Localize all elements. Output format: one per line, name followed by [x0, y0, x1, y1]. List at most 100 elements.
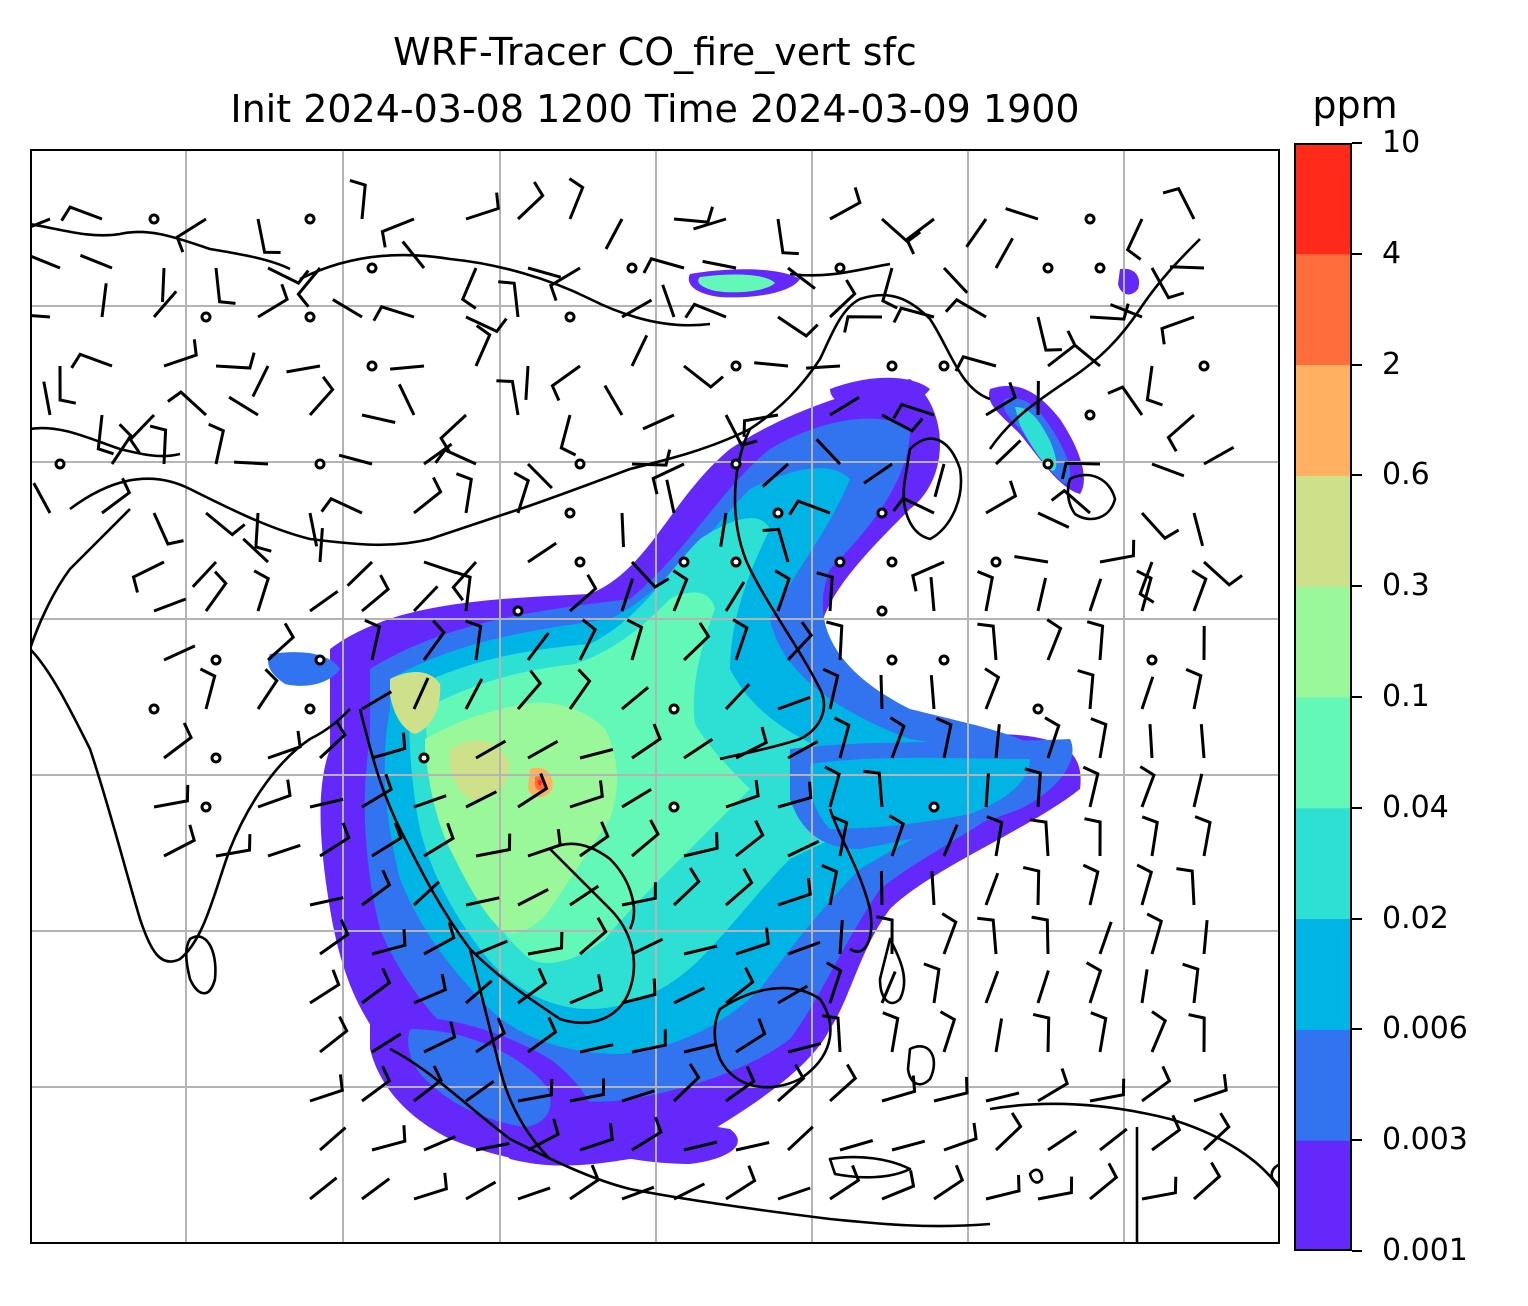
wind-barb [621, 686, 650, 711]
wind-barb [513, 471, 530, 514]
wind-barb [1029, 818, 1050, 857]
wind-barb [984, 970, 1000, 1004]
colorbar-tick [1352, 363, 1362, 366]
wind-barb [954, 355, 997, 372]
wind-barb [475, 1142, 510, 1152]
wind-barb [1088, 578, 1103, 612]
wind-barb [876, 915, 894, 955]
wind-barb [58, 365, 77, 405]
wind-barb [579, 1043, 614, 1054]
wind-barb [787, 1042, 822, 1054]
wind-barb [1036, 316, 1062, 352]
wind-barb [881, 267, 898, 310]
wind-barb [412, 880, 440, 907]
calm-wind-marker [626, 262, 638, 274]
wind-barb [228, 395, 259, 417]
wind-barb [423, 560, 457, 575]
calm-wind-marker [886, 556, 898, 568]
wind-barb [412, 677, 430, 710]
wind-barb [621, 1089, 655, 1103]
wind-barb [815, 438, 842, 466]
wind-barb [568, 177, 585, 220]
wind-barb [30, 254, 61, 270]
wind-barb [110, 423, 133, 465]
wind-barb [527, 931, 564, 956]
wind-barb [824, 765, 841, 808]
wind-barb [256, 668, 279, 710]
wind-barb [986, 815, 1004, 857]
wind-barb [985, 381, 1017, 417]
wind-barb [776, 218, 799, 256]
wind-barb [682, 621, 711, 662]
wind-barb [267, 266, 310, 285]
wind-barb [1191, 569, 1208, 612]
calm-wind-marker [54, 458, 66, 470]
wind-barb [434, 448, 477, 466]
wind-barb [1194, 815, 1212, 857]
calm-wind-marker [886, 654, 898, 666]
calm-wind-marker [512, 605, 524, 617]
wind-barb [318, 720, 347, 760]
wind-barb [338, 453, 373, 466]
wind-barb [1141, 1065, 1172, 1103]
wind-barb [361, 690, 393, 711]
wind-barb [976, 570, 995, 612]
wind-barb [60, 205, 103, 222]
wind-barb [308, 375, 335, 416]
wind-barb [881, 1170, 916, 1201]
colorbar-tick [1352, 1028, 1362, 1031]
wind-barb [1047, 1129, 1078, 1152]
wind-barb [465, 979, 493, 1005]
wind-barb [863, 462, 893, 485]
wind-barb [413, 973, 448, 1005]
wind-barb [774, 569, 791, 612]
wind-barb [361, 967, 392, 1005]
calm-wind-marker [1084, 409, 1096, 421]
wind-barb [620, 512, 625, 548]
wind-barb [786, 1125, 814, 1152]
wind-barb [234, 460, 269, 466]
wind-barb [1150, 1010, 1168, 1053]
colorbar-border [1294, 143, 1352, 1251]
wind-barb [673, 206, 714, 224]
calm-wind-marker [834, 262, 846, 274]
wind-barb [665, 479, 676, 514]
wind-barb [204, 570, 228, 612]
wind-barb [933, 1164, 965, 1201]
wind-barb [1077, 669, 1095, 710]
wind-barb [199, 667, 217, 710]
wind-barb [257, 779, 292, 809]
wind-barb [889, 716, 906, 759]
wind-barb [1162, 186, 1196, 220]
wind-barb [672, 867, 701, 907]
wind-barb [621, 298, 653, 319]
wind-barb [1005, 207, 1039, 221]
wind-barb [1022, 865, 1041, 906]
wind-barb [215, 834, 252, 858]
wind-barb [153, 597, 187, 613]
wind-barb [735, 1018, 767, 1054]
wind-barb [831, 815, 849, 857]
wind-barb [787, 940, 821, 956]
wind-barb [777, 695, 811, 711]
wind-barb [455, 472, 473, 514]
colorbar-tick [1352, 252, 1362, 255]
wind-barb [1089, 1078, 1126, 1103]
wind-barb [843, 315, 883, 333]
wind-barb [684, 302, 727, 319]
wind-barb [527, 1016, 558, 1054]
colorbar-segment [1294, 364, 1352, 476]
wind-barb [892, 496, 935, 515]
wind-barb [881, 1075, 917, 1103]
wind-barb [267, 730, 302, 760]
wind-barb [361, 1065, 392, 1103]
wind-barb [527, 739, 559, 760]
wind-barb [994, 439, 1022, 466]
wind-barb [423, 442, 453, 466]
calm-wind-marker [1146, 654, 1158, 666]
colorbar-tick [1352, 806, 1362, 809]
wind-barb [372, 305, 415, 322]
wind-barb [100, 283, 108, 318]
wind-barb [930, 871, 936, 906]
wind-barb [309, 1176, 338, 1201]
